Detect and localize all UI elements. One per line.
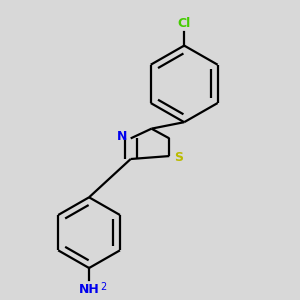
Text: S: S (174, 151, 183, 164)
Text: 2: 2 (100, 282, 106, 292)
Text: N: N (117, 130, 128, 142)
Text: NH: NH (79, 283, 99, 296)
Text: Cl: Cl (178, 17, 191, 30)
